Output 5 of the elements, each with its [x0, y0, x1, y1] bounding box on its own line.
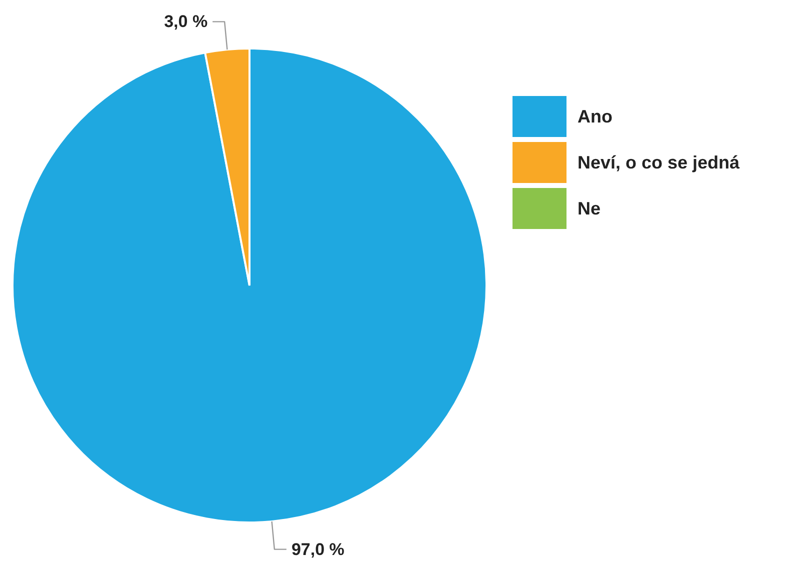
data-label: 3,0 %: [164, 12, 208, 32]
legend-label: Neví, o co se jedná: [578, 152, 741, 172]
legend-label: Ne: [578, 198, 601, 218]
data-label: 97,0 %: [291, 540, 344, 559]
legend-label: Ano: [578, 106, 612, 126]
